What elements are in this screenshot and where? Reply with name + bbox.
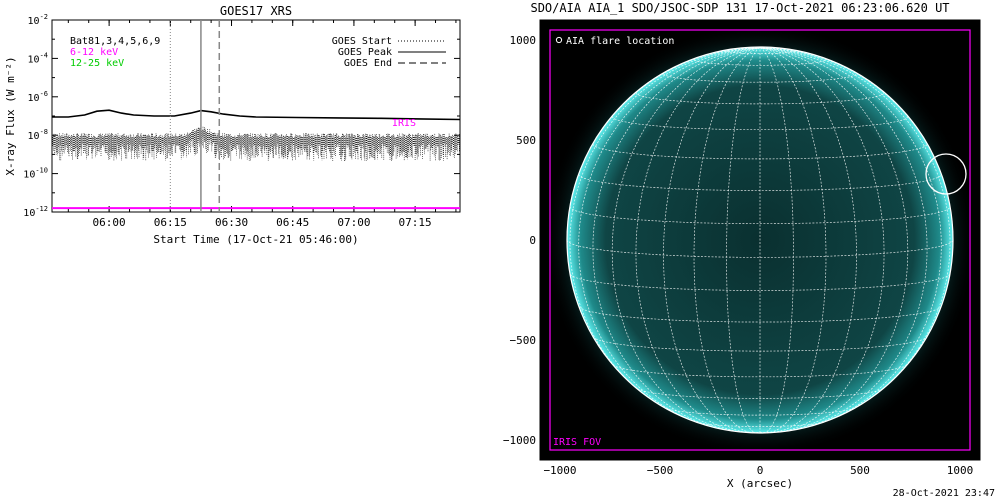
- grid-longitude-line: [726, 47, 761, 434]
- goes-short-channel-band: [51, 126, 461, 161]
- aia-xtick-label: 1000: [947, 464, 974, 477]
- legend-goes-end: GOES End: [344, 58, 392, 69]
- grid-longitude-line: [578, 47, 761, 428]
- goes-ylabel: X-ray Flux (W m⁻²): [4, 56, 17, 175]
- aia-ytick-label: 500: [516, 134, 536, 147]
- goes-plot-area: [51, 20, 461, 212]
- goes-ytick-label: 10-8: [28, 128, 48, 142]
- grid-longitude-line: [759, 47, 928, 431]
- goes-ytick-label: 10-12: [23, 205, 48, 219]
- aia-ytick-label: −500: [510, 334, 537, 347]
- grid-longitude-line: [759, 47, 909, 432]
- grid-longitude-line: [759, 47, 794, 434]
- grid-longitude-line: [611, 47, 761, 432]
- grid-longitude-line: [569, 47, 761, 409]
- iris-fov-label: IRIS FOV: [553, 437, 601, 448]
- grid-latitude-line: [635, 92, 885, 105]
- grid-latitude-line: [578, 306, 942, 323]
- heliographic-grid: [566, 47, 954, 434]
- grid-longitude-line: [663, 47, 761, 434]
- aia-legend-text: AIA flare location: [566, 36, 674, 47]
- goes-ticks: 06:00 06:15 06:30 06:45 07:00 07:15 10-2 10-4 10…: [23, 13, 460, 229]
- goes-right-legend: GOES Start GOES Peak GOES End: [332, 36, 446, 69]
- footer-timestamp: 28-Oct-2021 23:47: [893, 488, 995, 499]
- goes-panel: GOES17 XRS 06:00 06:15 06:30 06:45 07:00 07:1…: [4, 4, 461, 246]
- sun-limb: [566, 46, 954, 434]
- aia-ytick-label: −1000: [503, 434, 536, 447]
- iris-label: IRIS: [392, 118, 416, 129]
- grid-longitude-line: [635, 47, 761, 433]
- flare-legend-marker-icon: [555, 36, 563, 44]
- aia-xtick-label: 0: [757, 464, 764, 477]
- aia-xtick-label: −500: [647, 464, 674, 477]
- goes-xtick-label: 06:15: [154, 216, 187, 229]
- goes-xtick-label: 06:45: [276, 216, 309, 229]
- goes-left-legend: Bat81,3,4,5,6,9 6-12 keV 12-25 keV: [70, 36, 160, 69]
- grid-latitude-line: [696, 421, 824, 427]
- goes-xlabel: Start Time (17-Oct-21 05:46:00): [153, 233, 358, 246]
- legend-item-12-25-kev: 12-25 keV: [70, 58, 124, 69]
- goes-xtick-label: 06:00: [93, 216, 126, 229]
- grid-longitude-line: [693, 47, 761, 434]
- flare-location-circle: [925, 153, 967, 195]
- grid-longitude-line: [759, 47, 885, 433]
- iris-fov-box: [549, 29, 971, 451]
- grid-longitude-line: [759, 47, 827, 434]
- grid-longitude-line: [759, 47, 857, 434]
- aia-xlabel: X (arcsec): [727, 477, 793, 490]
- legend-goes-start: GOES Start: [332, 36, 392, 47]
- grid-latitude-line: [637, 388, 883, 399]
- aia-ytick-label: 0: [529, 234, 536, 247]
- legend-goes-peak: GOES Peak: [338, 47, 392, 58]
- grid-latitude-line: [663, 73, 857, 83]
- goes-ytick-label: 10-6: [28, 90, 48, 104]
- grid-longitude-line: [759, 47, 951, 409]
- grid-latitude-line: [611, 116, 909, 131]
- aia-ytick-label: 1000: [510, 34, 537, 47]
- aia-ticks: −1000 −500 0 500 1000 1000 500 0 −500 −1000: [503, 20, 980, 477]
- aia-xtick-label: −1000: [543, 464, 576, 477]
- goes-ytick-label: 10-4: [28, 51, 48, 65]
- aia-xtick-label: 500: [850, 464, 870, 477]
- grid-longitude-line: [592, 47, 761, 431]
- goes-title: GOES17 XRS: [220, 4, 292, 18]
- goes-ytick-label: 10-2: [28, 13, 48, 27]
- goes-ytick-label: 10-10: [23, 167, 48, 181]
- legend-item-bat: Bat81,3,4,5,6,9: [70, 36, 160, 47]
- grid-longitude-line: [759, 47, 942, 428]
- legend-item-6-12-kev: 6-12 keV: [70, 47, 118, 58]
- goes-xtick-label: 07:15: [399, 216, 432, 229]
- goes-xtick-label: 06:30: [215, 216, 248, 229]
- goes-xtick-label: 07:00: [337, 216, 370, 229]
- aia-image: [543, 23, 977, 457]
- aia-title: SDO/AIA AIA_1 SDO/JSOC-SDP 131 17-Oct-20…: [530, 1, 949, 15]
- aia-panel: SDO/AIA AIA_1 SDO/JSOC-SDP 131 17-Oct-20…: [503, 1, 981, 490]
- goes-long-channel-line: [52, 109, 461, 121]
